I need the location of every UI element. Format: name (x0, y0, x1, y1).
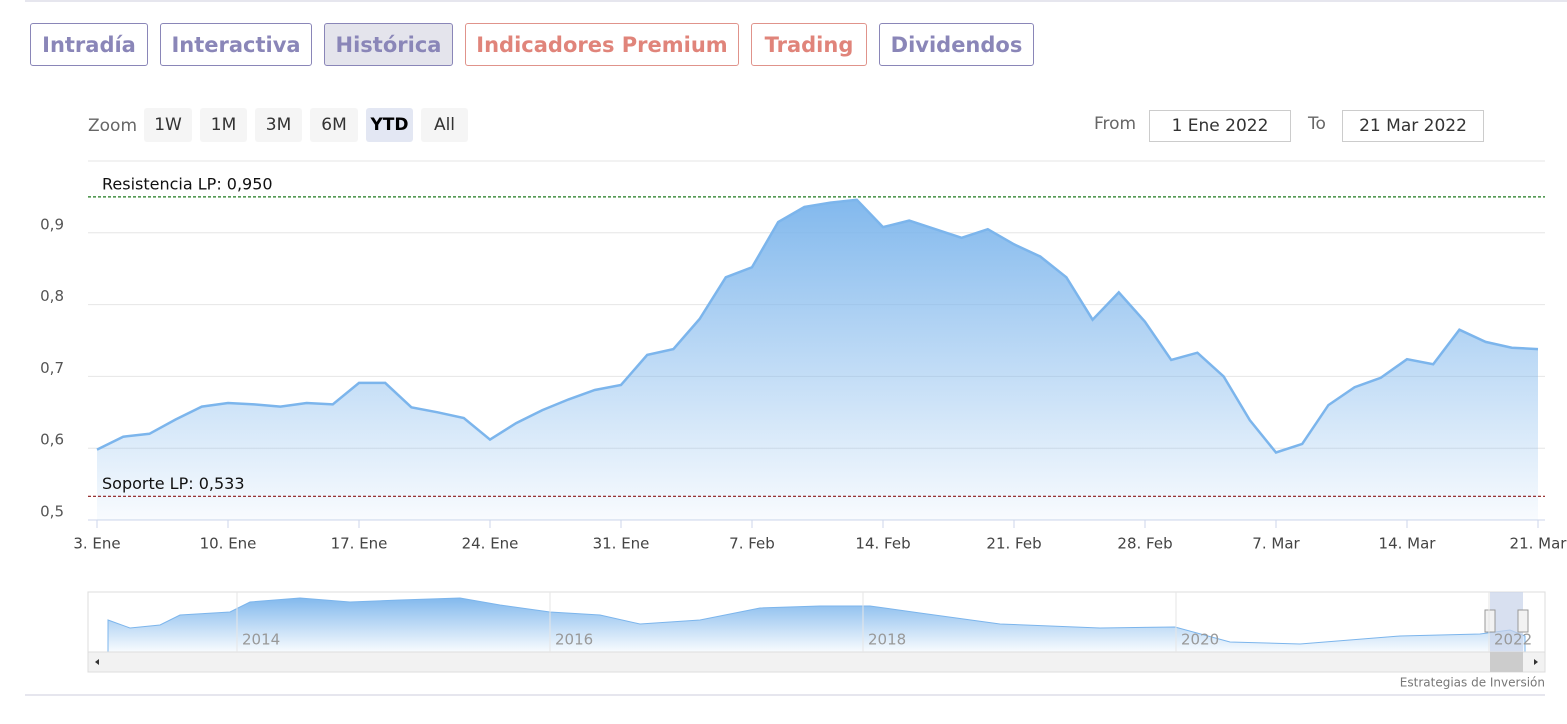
tab[interactable]: Trading (751, 23, 867, 66)
zoom-button[interactable]: YTD (366, 108, 413, 142)
area (97, 199, 1538, 521)
tab[interactable]: Indicadores Premium (465, 23, 739, 66)
y-tick-label: 0,6 (40, 431, 64, 449)
x-tick-label: 17. Ene (331, 535, 388, 553)
zoom-button[interactable]: 3M (255, 108, 302, 142)
zoom-button[interactable]: 6M (310, 108, 358, 142)
x-tick-label: 21. Mar (1510, 535, 1567, 553)
x-tick-label: 28. Feb (1117, 535, 1172, 553)
y-tick-label: 0,7 (40, 359, 64, 377)
navigator-handle[interactable] (1484, 609, 1496, 633)
x-tick-label: 14. Feb (855, 535, 910, 553)
scrollbar-thumb[interactable] (1490, 652, 1523, 672)
navigator-label: 2022 (1494, 631, 1532, 649)
scrollbar[interactable] (87, 651, 1546, 673)
x-tick-label: 31. Ene (593, 535, 650, 553)
plot-line-label: Resistencia LP: 0,950 (102, 174, 273, 193)
x-tick-label: 7. Mar (1252, 535, 1300, 553)
from-label: From (1094, 114, 1137, 134)
scroll-right[interactable] (1534, 659, 1538, 665)
navigator-label: 2014 (242, 631, 280, 649)
to-input[interactable]: 21 Mar 2022 (1342, 110, 1484, 142)
navigator-handle[interactable] (1517, 609, 1529, 633)
credit: Estrategias de Inversión (1400, 676, 1545, 690)
x-tick-label: 21. Feb (986, 535, 1041, 553)
tab[interactable]: Histórica (324, 23, 453, 66)
tab[interactable]: Dividendos (879, 23, 1034, 66)
zoom-button[interactable]: 1M (200, 108, 247, 142)
plot-line-label: Soporte LP: 0,533 (102, 474, 245, 493)
x-tick-label: 14. Mar (1379, 535, 1437, 553)
navigator-labels: 2014 2016 2018 2020 2022 (236, 592, 1532, 652)
tab[interactable]: Interactiva (160, 23, 312, 66)
y-tick-label: 0,5 (40, 503, 64, 521)
navigator-label: 2020 (1181, 631, 1219, 649)
zoom-button[interactable]: 1W (144, 108, 192, 142)
x-tick-label: 24. Ene (462, 535, 519, 553)
x-tick-label: 7. Feb (729, 535, 775, 553)
navigator-series (107, 597, 1526, 653)
tab[interactable]: Intradía (30, 23, 148, 66)
plot: 0,5 0,6 0,7 0,8 0,9 3. Ene 10. Ene 17. Ene 24. E… (40, 174, 1567, 552)
line (96, 198, 1539, 454)
y-tick-label: 0,8 (40, 287, 64, 305)
zoom-label: Zoom (88, 116, 138, 136)
x-tick-label: 3. Ene (73, 535, 120, 553)
from-input[interactable]: 1 Ene 2022 (1149, 110, 1291, 142)
navigator-label: 2016 (555, 631, 593, 649)
to-label: To (1308, 114, 1326, 134)
zoom-button[interactable]: All (421, 108, 468, 142)
x-tick-label: 10. Ene (200, 535, 257, 553)
navigator-label: 2018 (868, 631, 906, 649)
y-tick-label: 0,9 (40, 215, 64, 233)
scroll-left[interactable] (95, 659, 99, 665)
